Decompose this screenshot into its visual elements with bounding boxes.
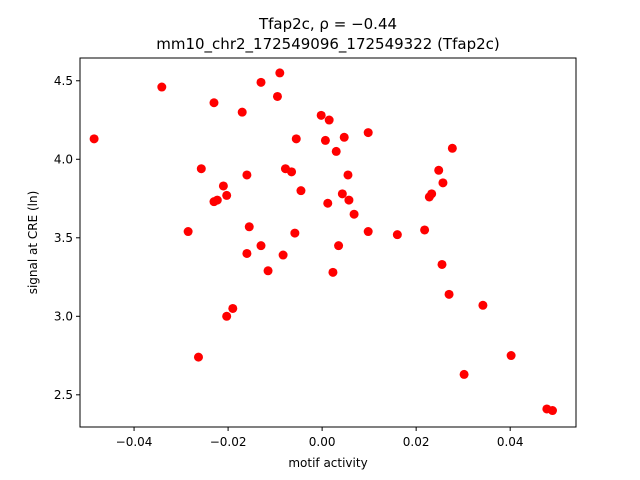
- data-point: [447, 143, 457, 153]
- x-tick-label: −0.02: [210, 435, 247, 449]
- data-point: [392, 230, 402, 240]
- data-point: [183, 227, 193, 237]
- data-point: [420, 225, 430, 235]
- data-point: [339, 132, 349, 142]
- data-point: [237, 107, 247, 117]
- data-point: [196, 164, 206, 174]
- data-point: [193, 352, 203, 362]
- plot-frame: [79, 57, 577, 428]
- x-axis-ticks: −0.04 −0.02 0.00 0.02 0.04: [116, 427, 524, 449]
- data-point: [228, 303, 238, 313]
- data-point: [316, 110, 326, 120]
- chart-title-line2: mm10_chr2_172549096_172549322 (Tfap2c): [156, 35, 499, 54]
- data-point: [478, 300, 488, 310]
- data-point: [337, 189, 347, 199]
- data-point: [278, 250, 288, 260]
- x-tick-label: 0.04: [497, 435, 524, 449]
- data-point: [334, 241, 344, 251]
- y-axis-label: signal at CRE (ln): [26, 191, 40, 295]
- data-point: [320, 135, 330, 145]
- data-point: [427, 189, 437, 199]
- y-tick-label: 4.5: [54, 74, 73, 88]
- data-point: [242, 170, 252, 180]
- data-point: [287, 167, 297, 177]
- data-point: [459, 369, 469, 379]
- data-point: [222, 190, 232, 200]
- data-point: [291, 134, 301, 144]
- x-tick-label: −0.04: [116, 435, 153, 449]
- data-point: [437, 259, 447, 269]
- data-point: [290, 228, 300, 238]
- data-points: [89, 68, 557, 416]
- data-point: [343, 170, 353, 180]
- data-point: [222, 311, 232, 321]
- data-point: [363, 128, 373, 138]
- data-point: [212, 195, 222, 205]
- y-axis-ticks: 2.5 3.0 3.5 4.0 4.5: [54, 74, 80, 402]
- data-point: [434, 165, 444, 175]
- data-point: [344, 195, 354, 205]
- data-point: [324, 115, 334, 125]
- data-point: [438, 178, 448, 188]
- data-point: [256, 241, 266, 251]
- x-tick-label: 0.00: [309, 435, 336, 449]
- data-point: [209, 98, 219, 108]
- data-point: [263, 266, 273, 276]
- y-tick-label: 4.0: [54, 152, 73, 166]
- x-axis-label: motif activity: [288, 456, 367, 470]
- data-point: [157, 82, 167, 92]
- y-tick-label: 2.5: [54, 388, 73, 402]
- data-point: [244, 222, 254, 232]
- data-point: [349, 209, 359, 219]
- data-point: [444, 289, 454, 299]
- data-point: [328, 267, 338, 277]
- data-point: [256, 77, 266, 87]
- data-point: [275, 68, 285, 78]
- data-point: [296, 186, 306, 196]
- data-point: [363, 227, 373, 237]
- y-tick-label: 3.5: [54, 231, 73, 245]
- data-point: [218, 181, 228, 191]
- chart-title-line1: Tfap2c, ρ = −0.44: [258, 15, 397, 33]
- data-point: [89, 134, 99, 144]
- y-tick-label: 3.0: [54, 309, 73, 323]
- data-point: [547, 406, 557, 416]
- x-tick-label: 0.02: [403, 435, 430, 449]
- data-point: [272, 91, 282, 101]
- data-point: [331, 146, 341, 156]
- data-point: [506, 351, 516, 361]
- data-point: [242, 248, 252, 258]
- data-point: [323, 198, 333, 208]
